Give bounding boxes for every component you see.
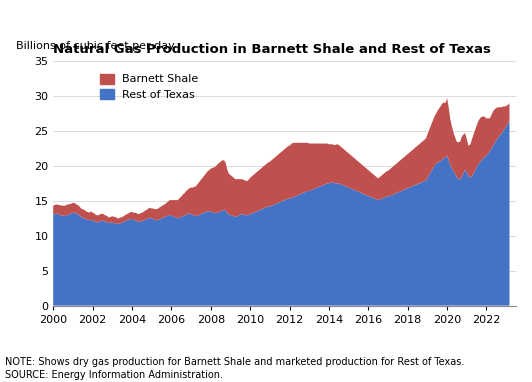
- Text: Billions of cubic feet per day: Billions of cubic feet per day: [16, 41, 175, 51]
- Legend: Barnett Shale, Rest of Texas: Barnett Shale, Rest of Texas: [96, 69, 203, 104]
- Text: Natural Gas Production in Barnett Shale and Rest of Texas: Natural Gas Production in Barnett Shale …: [53, 43, 491, 56]
- Text: NOTE: Shows dry gas production for Barnett Shale and marketed production for Res: NOTE: Shows dry gas production for Barne…: [5, 357, 464, 380]
